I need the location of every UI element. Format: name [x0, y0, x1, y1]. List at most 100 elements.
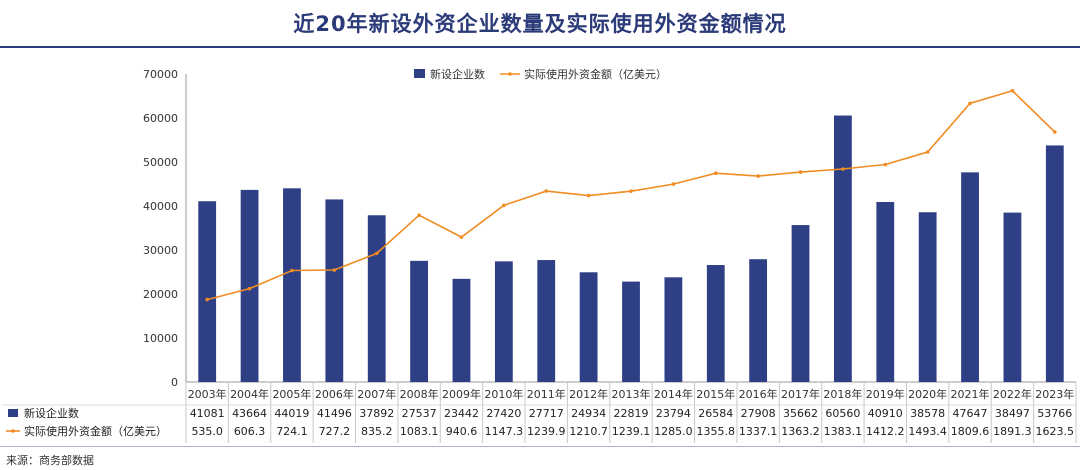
data-label-line: 1623.5	[1036, 425, 1075, 438]
source-note: 来源：商务部数据	[6, 454, 94, 467]
table-line-marker	[11, 429, 15, 433]
data-label-bar: 23794	[656, 407, 691, 420]
x-tick-label: 2010年	[484, 387, 523, 401]
legend-bar-swatch	[414, 69, 425, 78]
bar	[791, 225, 810, 382]
line-point	[459, 235, 464, 239]
x-tick-label: 2013年	[612, 387, 651, 401]
x-tick-label: 2005年	[272, 387, 311, 401]
x-tick-label: 2009年	[442, 387, 481, 401]
y-tick-label: 10000	[143, 332, 178, 345]
table-bar-swatch	[8, 409, 18, 417]
line-point	[883, 162, 888, 167]
legend-bar-label: 新设企业数	[430, 67, 485, 81]
data-label-line: 1147.3	[485, 425, 524, 438]
bar	[876, 201, 895, 382]
bar	[961, 172, 979, 382]
bar	[410, 260, 428, 382]
data-label-bar: 60560	[825, 407, 860, 420]
data-label-bar: 44019	[274, 407, 309, 420]
x-tick-label: 2018年	[823, 387, 862, 401]
data-label-line: 1210.7	[569, 425, 608, 438]
x-tick-label: 2016年	[739, 387, 778, 401]
line-point	[841, 167, 845, 171]
y-tick-label: 60000	[143, 112, 178, 125]
data-label-line: 1493.4	[908, 425, 947, 438]
bar	[1003, 212, 1022, 382]
x-tick-label: 2020年	[908, 387, 947, 401]
data-label-line: 1083.1	[400, 425, 439, 438]
data-label-line: 1383.1	[824, 425, 863, 438]
line-point	[1010, 88, 1015, 93]
bar	[749, 259, 768, 382]
x-tick-label: 2006年	[315, 387, 354, 401]
bar	[664, 277, 683, 382]
data-label-bar: 38497	[995, 407, 1030, 420]
line-point	[713, 171, 718, 176]
line-point	[502, 203, 506, 208]
y-tick-label: 0	[171, 376, 178, 389]
data-label-bar: 47647	[953, 407, 988, 420]
line-point	[290, 268, 294, 273]
title-underline	[0, 46, 1080, 48]
bar	[537, 260, 556, 382]
bar	[834, 115, 852, 382]
data-label-bar: 27537	[402, 407, 437, 420]
bar	[918, 212, 937, 382]
data-label-line: 940.6	[446, 425, 478, 438]
bar	[198, 201, 217, 382]
bar	[579, 272, 598, 382]
data-label-line: 1285.0	[654, 425, 693, 438]
data-label-bar: 38578	[910, 407, 945, 420]
table-bottom-rule	[0, 446, 1080, 447]
data-label-line: 1239.1	[612, 425, 651, 438]
data-label-bar: 40910	[868, 407, 903, 420]
data-label-line: 727.2	[319, 425, 351, 438]
data-label-line: 535.0	[191, 425, 223, 438]
line-point	[968, 101, 972, 106]
data-label-bar: 24934	[571, 407, 606, 420]
bar	[283, 188, 301, 382]
line-point	[247, 286, 252, 291]
table-row-header-line: 实际使用外资金额（亿美元）	[24, 424, 167, 438]
bar	[706, 265, 725, 382]
line-point	[586, 193, 591, 198]
x-tick-label: 2007年	[357, 387, 396, 401]
line-point	[544, 189, 549, 193]
data-label-line: 724.1	[276, 425, 308, 438]
data-label-line: 1363.2	[781, 425, 820, 438]
chart-title: 近20年新设外资企业数量及实际使用外资金额情况	[293, 12, 787, 36]
data-label-bar: 27717	[529, 407, 564, 420]
y-tick-label: 40000	[143, 200, 178, 213]
y-tick-label: 30000	[143, 244, 178, 257]
data-label-line: 1355.8	[697, 425, 736, 438]
line-point	[1053, 130, 1057, 134]
line-point	[798, 170, 803, 174]
x-tick-label: 2023年	[1035, 387, 1074, 401]
bar	[325, 199, 344, 382]
line-point	[374, 251, 379, 256]
table-row-header-bar: 新设企业数	[24, 406, 79, 420]
x-tick-label: 2008年	[400, 387, 439, 401]
data-label-bar: 22819	[614, 407, 649, 420]
line-point	[332, 268, 337, 272]
x-tick-label: 2004年	[230, 387, 269, 401]
bar	[1045, 145, 1064, 382]
data-label-bar: 27908	[741, 407, 776, 420]
line-point	[925, 150, 930, 154]
line-point	[671, 182, 676, 186]
y-tick-label: 20000	[143, 288, 178, 301]
data-label-bar: 23442	[444, 407, 479, 420]
x-tick-label: 2019年	[866, 387, 905, 401]
x-tick-label: 2012年	[569, 387, 608, 401]
data-label-line: 1412.2	[866, 425, 905, 438]
x-tick-label: 2015年	[696, 387, 735, 401]
data-label-line: 606.3	[234, 425, 266, 438]
data-label-bar: 37892	[359, 407, 394, 420]
data-label-bar: 41496	[317, 407, 352, 420]
line-point	[417, 213, 421, 218]
legend-line-label: 实际使用外资金额（亿美元）	[524, 67, 667, 81]
line-point	[205, 297, 209, 302]
x-tick-label: 2021年	[951, 387, 990, 401]
data-label-bar: 41081	[190, 407, 225, 420]
